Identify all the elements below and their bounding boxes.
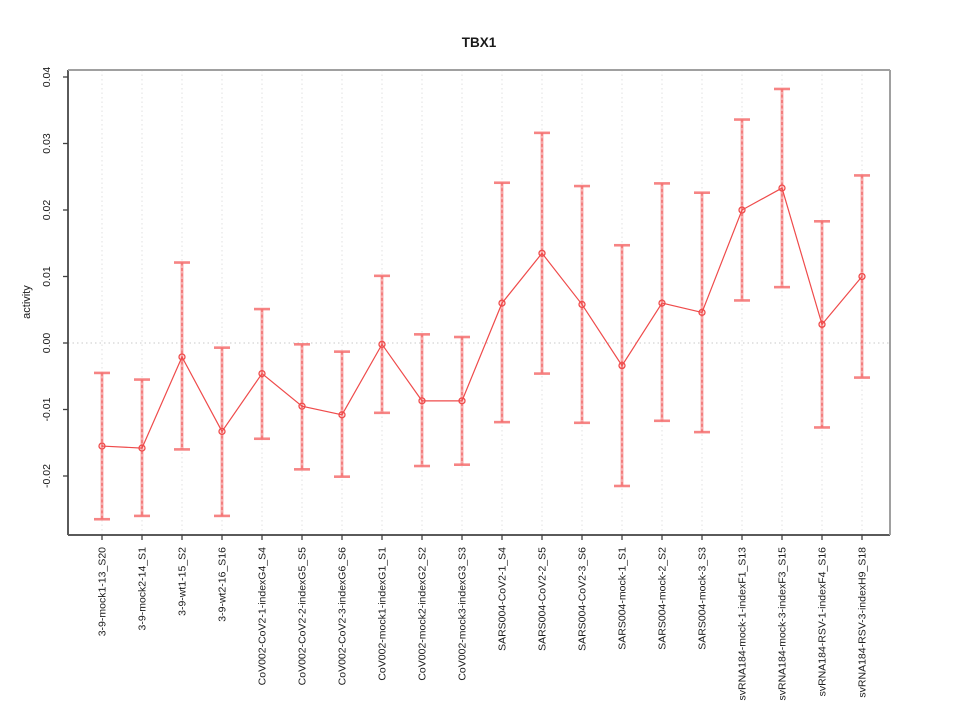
x-tick-label: 3-9-mock2-14_S1	[137, 547, 149, 631]
data-point	[498, 299, 506, 307]
y-tick-label: 0.01	[41, 266, 53, 287]
y-tick-label: 0.04	[41, 67, 53, 88]
y-tick-label: 0.02	[41, 200, 53, 221]
y-tick-label: -0.01	[41, 397, 53, 421]
data-point	[778, 184, 786, 192]
x-tick-label: CoV002-CoV2-3-indexG6_S6	[337, 547, 349, 685]
data-point	[698, 308, 706, 317]
x-tick-label: 3-9-mock1-13_S20	[97, 547, 109, 636]
data-point	[658, 299, 666, 307]
data-point	[98, 442, 106, 450]
x-tick-label: CoV002-CoV2-2-indexG5_S5	[297, 547, 309, 685]
x-tick-label: svRNA184-mock-3-indexF3_S15	[777, 547, 789, 701]
x-tick-label: CoV002-mock2-indexG2_S2	[417, 547, 429, 681]
data-point	[178, 353, 186, 361]
data-point	[458, 397, 466, 405]
x-tick-label: svRNA184-RSV-1-indexF4_S16	[817, 547, 829, 697]
data-point	[618, 361, 626, 370]
gridlines-group	[68, 70, 890, 535]
data-point	[418, 397, 426, 405]
y-tick-label: 0.00	[41, 333, 53, 354]
data-point	[818, 320, 826, 329]
data-point	[738, 206, 746, 214]
x-tick-label: SARS004-mock-2_S2	[657, 547, 669, 650]
axes-group: 0.04 0.03 0.02 0.01 0.00 -0.01 -0.02 3-9-mock1-…	[41, 67, 891, 701]
data-point	[338, 411, 346, 419]
data-point	[218, 427, 226, 436]
x-tick-label: SARS004-mock-3_S3	[697, 547, 709, 650]
data-point	[538, 249, 546, 257]
data-point	[858, 272, 866, 281]
data-point	[298, 402, 306, 410]
x-tick-label: CoV002-mock1-indexG1_S1	[377, 547, 389, 681]
y-axis-label: activity	[21, 285, 33, 319]
data-point	[138, 444, 146, 452]
series-line	[101, 187, 863, 449]
x-tick-label: SARS004-CoV2-1_S4	[497, 547, 509, 651]
x-tick-label: SARS004-CoV2-3_S6	[577, 547, 589, 651]
data-point	[378, 340, 386, 348]
x-tick-label: SARS004-mock-1_S1	[617, 547, 629, 650]
x-tick-label: svRNA184-RSV-3-indexH9_S18	[857, 547, 869, 698]
data-point	[258, 369, 266, 378]
chart-title: TBX1	[462, 35, 497, 50]
x-tick-label: SARS004-CoV2-2_S5	[537, 547, 549, 651]
y-tick-label: 0.03	[41, 133, 53, 154]
x-tick-label: svRNA184-mock-1-indexF1_S13	[737, 547, 749, 701]
series-group	[94, 87, 870, 521]
x-tick-label: CoV002-mock3-indexG3_S3	[457, 547, 469, 681]
x-tick-label: 3-9-wt2-16_S16	[217, 547, 229, 622]
x-tick-label: 3-9-wt1-15_S2	[177, 547, 189, 616]
data-point	[578, 300, 586, 309]
y-tick-label: -0.02	[41, 464, 53, 488]
x-tick-label: CoV002-CoV2-1-indexG4_S4	[257, 547, 269, 685]
